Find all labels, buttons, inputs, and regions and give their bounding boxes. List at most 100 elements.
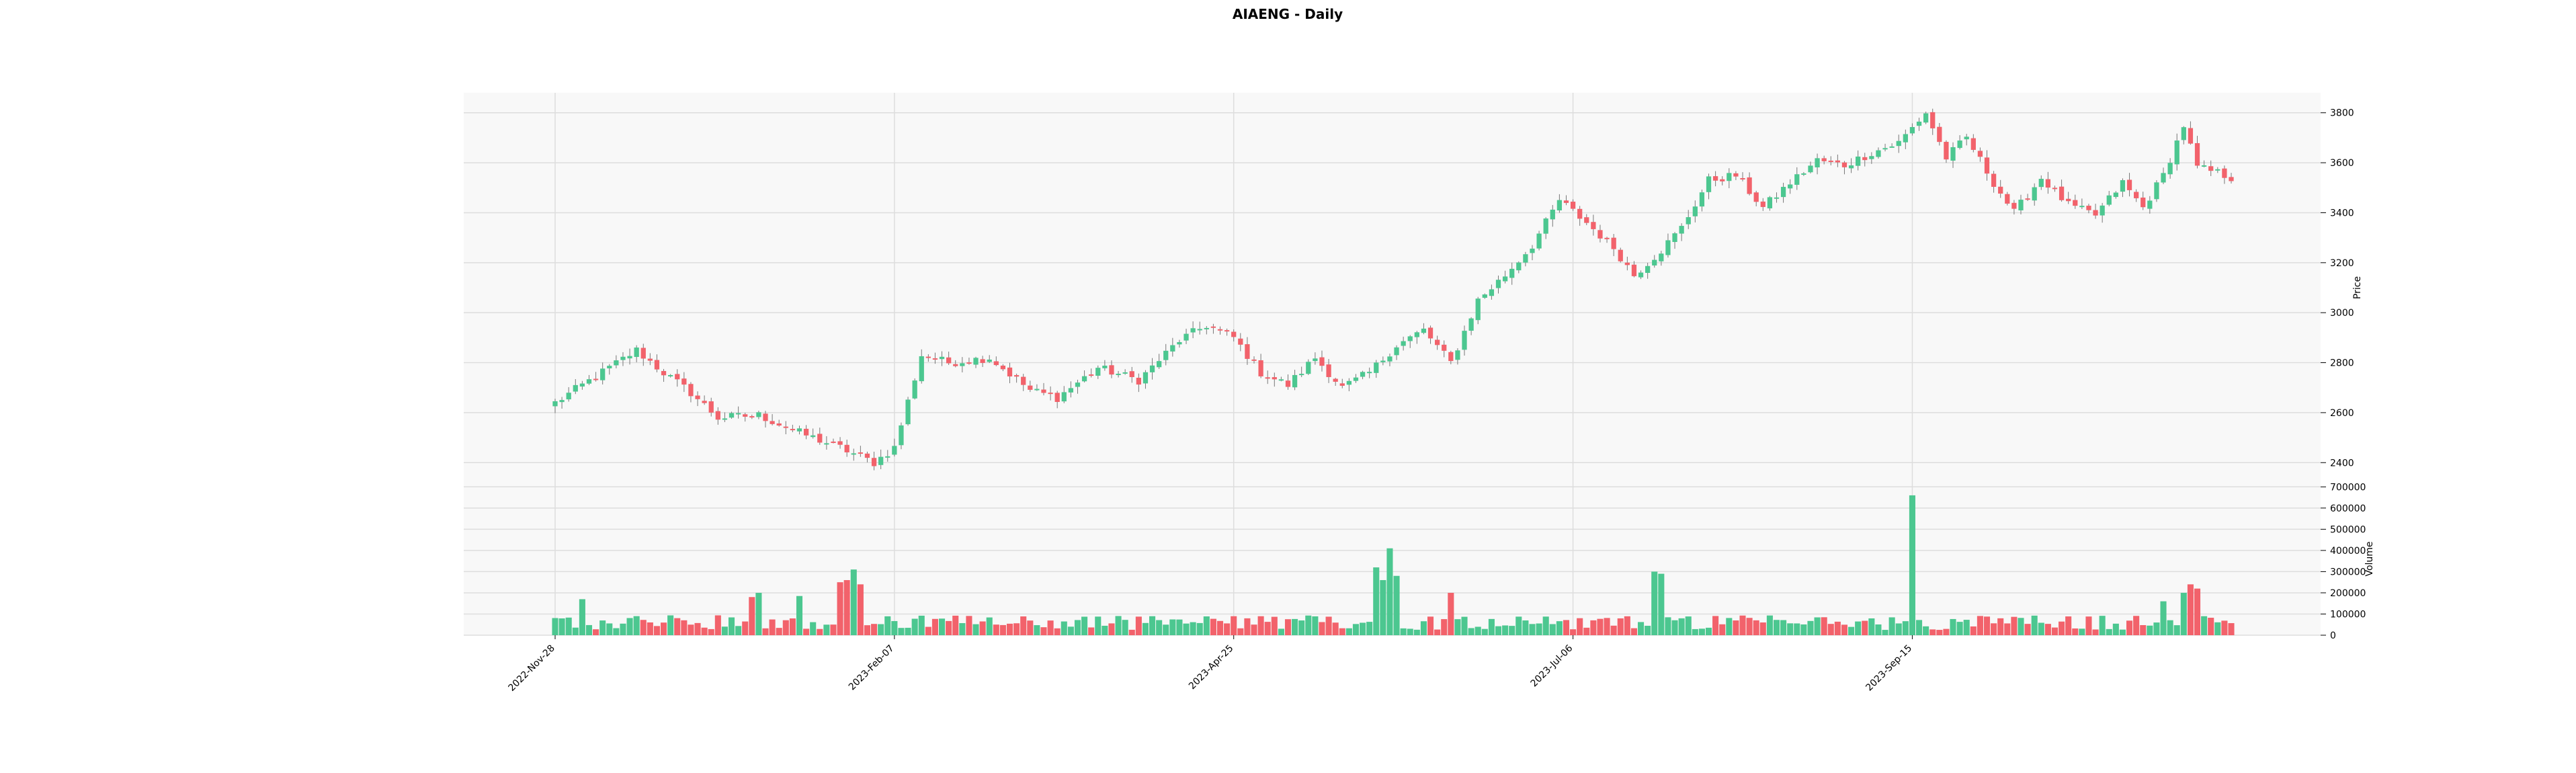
volume-bar <box>878 624 884 635</box>
candle-body <box>1727 173 1732 181</box>
volume-bars <box>552 495 2235 635</box>
volume-bar <box>2140 624 2147 635</box>
candle-body <box>722 418 728 420</box>
x-tick-label: 2023-Feb-07 <box>847 643 897 693</box>
candle-body <box>899 425 904 446</box>
price-candles <box>552 108 2234 471</box>
candle-body <box>1618 249 1623 261</box>
candle-body <box>1129 371 1134 377</box>
price-tick-label: 3800 <box>2330 108 2354 119</box>
candle-body <box>1238 338 1243 345</box>
x-tick-label: 2023-Jul-06 <box>1529 643 1575 689</box>
volume-bar <box>1855 621 1862 635</box>
candle-body <box>1054 393 1060 403</box>
volume-bar <box>776 628 782 635</box>
candle-body <box>1659 253 1664 261</box>
candle-body <box>1475 298 1481 321</box>
candle-body <box>1258 360 1263 376</box>
candle-body <box>1048 393 1053 395</box>
volume-bar <box>1067 626 1074 635</box>
volume-bar <box>911 618 918 635</box>
candle-body <box>1414 332 1419 337</box>
volume-bar <box>1393 575 1400 635</box>
candle-body <box>1245 344 1250 359</box>
volume-bar <box>972 624 979 635</box>
candle-body <box>1977 151 1983 157</box>
volume-bar <box>884 616 891 635</box>
volume-bar <box>593 629 599 635</box>
candle-body <box>790 429 796 431</box>
volume-bar <box>1991 623 1997 635</box>
volume-bar <box>1196 622 1203 635</box>
volume-bar <box>864 625 871 635</box>
volume-bar <box>1956 622 1963 635</box>
volume-bar <box>552 618 558 635</box>
volume-bar <box>1549 624 1556 635</box>
volume-bar <box>1590 620 1597 635</box>
candle-body <box>729 413 735 418</box>
volume-panel: 0 100000 200000 300000 400000 500000 600000 700… <box>464 482 2375 641</box>
candle-body <box>2134 192 2139 198</box>
candle-body <box>1597 230 1603 239</box>
candle-body <box>566 393 571 400</box>
price-tick-label: 3200 <box>2330 258 2354 269</box>
candle-body <box>1177 341 1182 345</box>
volume-bar <box>1413 629 1420 635</box>
candle-body <box>1652 259 1657 266</box>
volume-bar <box>1373 567 1380 635</box>
volume-bar <box>789 618 796 635</box>
candle-body <box>1686 217 1691 225</box>
volume-bar <box>721 626 728 635</box>
volume-bar <box>1386 548 1393 635</box>
volume-bar <box>1678 618 1685 635</box>
candle-body <box>1570 202 1576 209</box>
candle-body <box>573 384 578 392</box>
volume-bar <box>674 618 681 635</box>
volume-bar <box>1081 616 1088 635</box>
volume-bar <box>1862 620 1868 635</box>
volume-bar <box>1216 620 1224 635</box>
candle-body <box>1957 140 1962 149</box>
candle-body <box>2201 165 2207 167</box>
candle-body <box>1747 177 1752 194</box>
candle-body <box>1815 158 1820 167</box>
candle-body <box>1889 146 1895 148</box>
volume-bar <box>1149 616 1156 635</box>
volume-bar <box>708 628 714 635</box>
volume-y-ticks: 0 100000 200000 300000 400000 500000 600000 700… <box>2321 482 2366 641</box>
volume-bar <box>2214 622 2221 635</box>
volume-bar <box>694 622 701 635</box>
candle-body <box>600 368 606 380</box>
candle-body <box>864 453 870 458</box>
candle-body <box>1760 201 1765 207</box>
candle-body <box>2167 163 2173 175</box>
volume-bar <box>999 624 1006 635</box>
volume-bar <box>1380 580 1386 635</box>
volume-bar <box>1638 622 1645 635</box>
volume-bar <box>735 626 742 635</box>
volume-bar <box>572 627 579 635</box>
candle-body <box>1346 380 1352 385</box>
candle-body <box>811 435 816 438</box>
candle-body <box>1251 359 1257 361</box>
candle-body <box>1434 339 1440 345</box>
volume-tick-label: 600000 <box>2330 503 2366 514</box>
volume-bar <box>1142 622 1149 635</box>
volume-bar <box>1807 620 1814 635</box>
volume-bar <box>1203 616 1210 635</box>
volume-bar <box>952 615 959 635</box>
candle-body <box>1998 186 2003 194</box>
volume-bar <box>565 617 572 635</box>
candle-body <box>661 370 667 376</box>
volume-bar <box>1733 620 1739 635</box>
candle-body <box>1780 187 1786 198</box>
volume-bar <box>1013 623 1020 635</box>
candle-body <box>634 348 639 358</box>
candle-body <box>1556 200 1563 211</box>
candle-body <box>1903 134 1908 143</box>
candle-body <box>1374 362 1379 373</box>
chart-title: AIAENG - Daily <box>1233 6 1343 22</box>
candle-body <box>892 446 897 455</box>
volume-bar <box>1800 624 1807 635</box>
volume-bar <box>1515 616 1522 635</box>
